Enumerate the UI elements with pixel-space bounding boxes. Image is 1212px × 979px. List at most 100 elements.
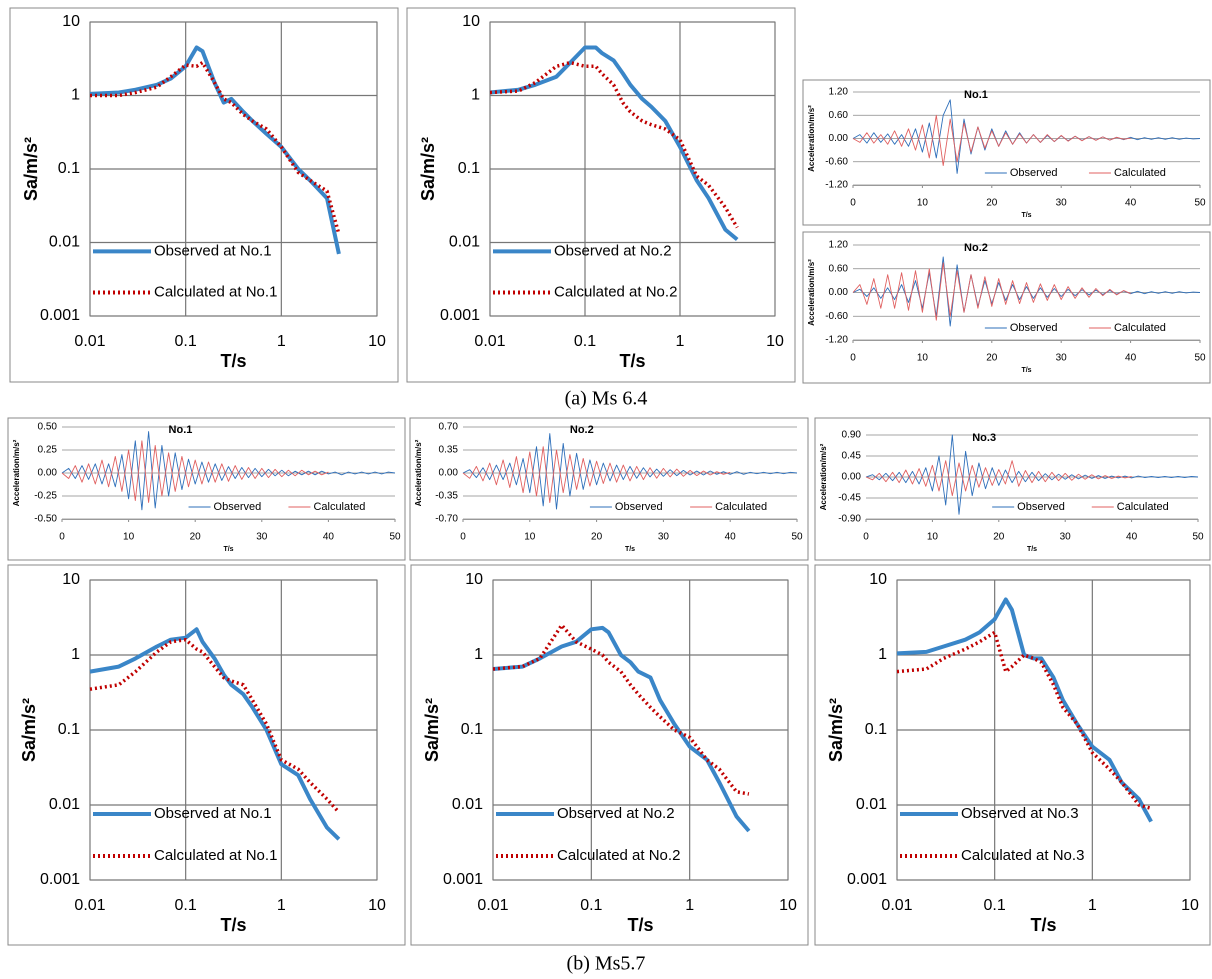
y-axis-label: Acceleration/m/s² xyxy=(819,443,828,510)
series-line xyxy=(852,114,1131,167)
y-tick-label: 0.00 xyxy=(842,472,862,483)
legend-label: Observed xyxy=(1010,322,1058,334)
x-tick-label: 0 xyxy=(863,532,869,543)
series-line xyxy=(61,440,329,503)
y-tick-label: 0.00 xyxy=(38,468,58,479)
y-tick-label: 0.1 xyxy=(458,160,480,177)
y-tick-label: 1.20 xyxy=(829,240,849,251)
x-tick-label: 0.1 xyxy=(984,897,1006,914)
y-tick-label: 0.001 xyxy=(440,307,480,324)
y-tick-label: 1 xyxy=(878,646,887,663)
x-tick-label: 50 xyxy=(389,532,401,543)
x-tick-label: 1 xyxy=(1088,897,1097,914)
legend-label: Observed at No.1 xyxy=(154,805,272,822)
x-tick-label: 40 xyxy=(1125,198,1137,209)
chart-title: No.1 xyxy=(964,89,988,101)
y-tick-label: 10 xyxy=(462,13,480,30)
y-tick-label: 0.1 xyxy=(865,721,887,738)
caption: (a) Ms 6.4 xyxy=(565,388,648,410)
y-tick-label: 1 xyxy=(71,646,80,663)
x-axis-label: T/s xyxy=(619,351,645,371)
plot-frame xyxy=(489,21,776,317)
plot-frame xyxy=(492,579,789,881)
series-line xyxy=(462,433,798,510)
series-line xyxy=(462,446,731,504)
y-tick-label: -0.25 xyxy=(34,491,57,502)
legend-label: Calculated xyxy=(715,501,767,513)
x-tick-label: 1 xyxy=(277,333,286,350)
x-tick-label: 30 xyxy=(1060,532,1072,543)
legend-label: Observed at No.1 xyxy=(154,242,272,259)
chart-title: No.1 xyxy=(169,424,193,436)
y-tick-label: 0.70 xyxy=(439,422,459,433)
y-tick-label: -0.45 xyxy=(838,493,861,504)
x-tick-label: 40 xyxy=(323,532,335,543)
y-tick-label: 0.00 xyxy=(829,133,849,144)
y-tick-label: 0.00 xyxy=(439,468,459,479)
x-tick-label: 10 xyxy=(766,333,784,350)
x-tick-label: 0.1 xyxy=(574,333,596,350)
panel-border xyxy=(7,564,406,946)
x-tick-label: 20 xyxy=(986,353,998,364)
series-line xyxy=(489,45,739,242)
y-tick-label: -0.35 xyxy=(435,491,458,502)
x-tick-label: 40 xyxy=(1126,532,1138,543)
x-axis-label: T/s xyxy=(1027,546,1037,553)
caption: (b) Ms5.7 xyxy=(567,953,646,975)
y-tick-label: 10 xyxy=(62,571,80,588)
series-line xyxy=(89,45,341,255)
x-tick-label: 30 xyxy=(256,532,268,543)
x-tick-label: 0.01 xyxy=(74,897,105,914)
y-tick-label: 1.20 xyxy=(829,87,849,98)
x-tick-label: 20 xyxy=(993,532,1005,543)
legend-label: Calculated at No.3 xyxy=(961,847,1084,864)
x-tick-label: 30 xyxy=(1056,198,1068,209)
y-tick-label: 0.35 xyxy=(439,445,459,456)
series-line xyxy=(852,262,1131,321)
series-line xyxy=(89,637,341,814)
y-tick-label: 0.001 xyxy=(40,307,80,324)
plot-frame xyxy=(89,21,378,317)
legend-label: Calculated xyxy=(1114,167,1166,179)
y-axis-label: Sa/m/s² xyxy=(826,698,846,762)
y-tick-label: 0.50 xyxy=(38,422,58,433)
y-axis-label: Acceleration/m/s² xyxy=(807,105,816,172)
legend-label: Observed xyxy=(1010,167,1058,179)
y-axis-label: Sa/m/s² xyxy=(21,137,41,201)
y-axis-label: Sa/m/s² xyxy=(422,698,442,762)
x-tick-label: 10 xyxy=(368,897,386,914)
x-tick-label: 0 xyxy=(460,532,466,543)
x-tick-label: 10 xyxy=(779,897,797,914)
y-tick-label: 0.25 xyxy=(38,445,58,456)
y-axis-label: Sa/m/s² xyxy=(19,698,39,762)
x-axis-label: T/s xyxy=(625,546,635,553)
y-tick-label: 0.01 xyxy=(856,796,887,813)
x-tick-label: 10 xyxy=(917,198,929,209)
legend-label: Calculated at No.2 xyxy=(557,847,680,864)
legend-label: Observed xyxy=(1017,501,1065,513)
y-tick-label: 0.90 xyxy=(842,430,862,441)
y-tick-label: 0.001 xyxy=(40,871,80,888)
panel-border xyxy=(802,79,1211,226)
x-tick-label: 0 xyxy=(59,532,65,543)
y-tick-label: 0.01 xyxy=(449,234,480,251)
y-tick-label: 0.01 xyxy=(49,796,80,813)
y-axis-label: Acceleration/m/s² xyxy=(414,439,423,506)
y-tick-label: 0.01 xyxy=(49,234,80,251)
x-tick-label: 1 xyxy=(685,897,694,914)
y-tick-label: 10 xyxy=(465,571,483,588)
panel-border xyxy=(814,417,1211,561)
legend-label: Calculated xyxy=(1114,322,1166,334)
x-tick-label: 50 xyxy=(1194,198,1206,209)
series-line xyxy=(489,60,739,229)
legend-label: Observed at No.2 xyxy=(554,242,672,259)
series-line xyxy=(89,627,341,841)
y-tick-label: 0.60 xyxy=(829,110,849,121)
chart-title: No.2 xyxy=(964,242,988,254)
y-tick-label: 10 xyxy=(62,13,80,30)
y-axis-label: Acceleration/m/s² xyxy=(12,439,21,506)
y-axis-label: Acceleration/m/s² xyxy=(807,259,816,326)
legend-label: Calculated at No.1 xyxy=(154,847,277,864)
x-axis-label: T/s xyxy=(1030,915,1056,935)
